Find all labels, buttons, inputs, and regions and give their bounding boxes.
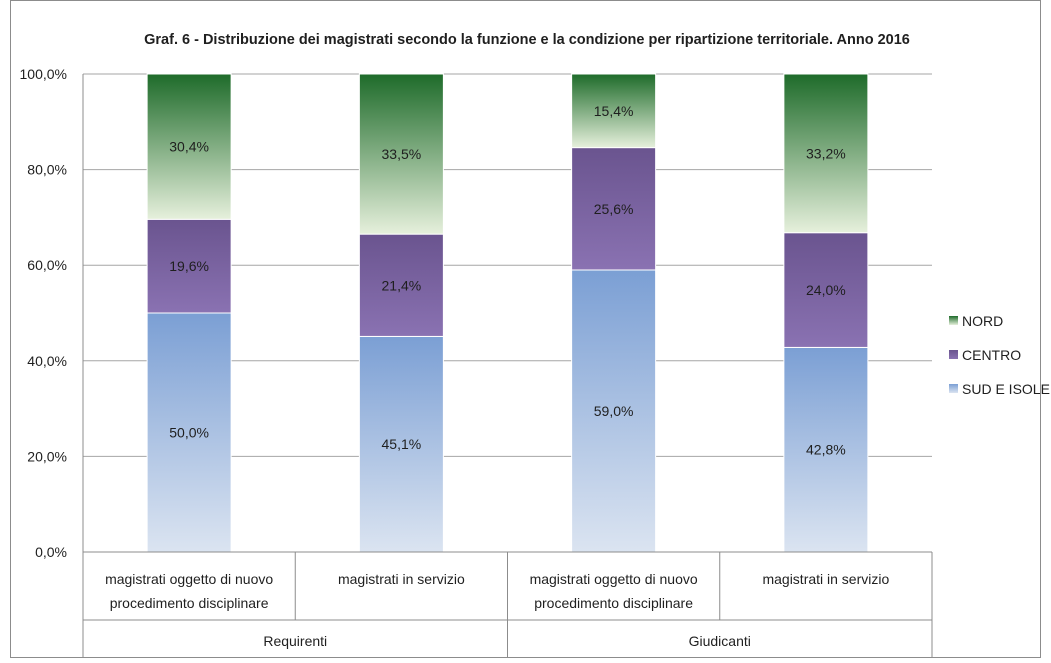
x-tick-label: procedimento disciplinare — [110, 595, 269, 611]
y-tick-label: 80,0% — [27, 162, 67, 178]
bar-segment-nord — [571, 73, 657, 149]
legend-label: CENTRO — [962, 347, 1021, 363]
data-label: 19,6% — [169, 258, 209, 274]
bar-segment-centro — [146, 218, 232, 314]
data-label: 50,0% — [169, 425, 209, 441]
data-label: 24,0% — [806, 282, 846, 298]
y-tick-label: 0,0% — [35, 544, 67, 560]
legend-label: NORD — [962, 313, 1003, 329]
data-label: 42,8% — [806, 442, 846, 458]
y-tick-label: 100,0% — [20, 66, 67, 82]
bar-segment-sud-e-isole — [358, 335, 444, 553]
y-axis: 0,0% 20,0% 40,0% 60,0% 80,0% 100,0% — [20, 66, 84, 560]
legend-swatch — [949, 316, 958, 325]
group-label: Requirenti — [263, 633, 327, 649]
legend-swatch — [949, 384, 958, 393]
x-tick-label: magistrati in servizio — [338, 571, 465, 587]
y-tick-label: 20,0% — [27, 448, 67, 464]
chart-title: Graf. 6 - Distribuzione dei magistrati s… — [144, 32, 910, 48]
x-axis: magistrati oggetto di nuovo procedimento … — [82, 551, 933, 658]
legend-swatch — [949, 350, 958, 359]
y-tick-label: 60,0% — [27, 257, 67, 273]
data-label: 15,4% — [594, 103, 634, 119]
bar-segment-nord — [783, 73, 869, 234]
data-label: 30,4% — [169, 139, 209, 155]
data-label: 33,5% — [382, 146, 422, 162]
bar-segment-sud-e-isole — [783, 346, 869, 553]
data-label: 59,0% — [594, 403, 634, 419]
data-label: 45,1% — [382, 436, 422, 452]
data-label: 33,2% — [806, 145, 846, 161]
x-tick-label: magistrati in servizio — [762, 571, 889, 587]
legend: NORD CENTRO SUD E ISOLE — [949, 313, 1050, 397]
bar-segment-centro — [783, 232, 869, 348]
bar-segment-nord — [358, 73, 444, 235]
bars: 50,0% 19,6% 30,4% 45,1% 21,4% 33,5% 59,0% 25,6%… — [146, 73, 869, 553]
x-tick-label: magistrati oggetto di nuovo — [530, 571, 698, 587]
bar-segment-centro — [571, 147, 657, 271]
y-tick-label: 40,0% — [27, 353, 67, 369]
data-label: 21,4% — [382, 277, 422, 293]
bar-segment-nord — [146, 73, 232, 220]
x-tick-label: magistrati oggetto di nuovo — [105, 571, 273, 587]
bar-segment-centro — [358, 233, 444, 337]
x-tick-label: procedimento disciplinare — [534, 595, 693, 611]
data-label: 25,6% — [594, 201, 634, 217]
group-label: Giudicanti — [689, 633, 751, 649]
legend-label: SUD E ISOLE — [962, 381, 1050, 397]
